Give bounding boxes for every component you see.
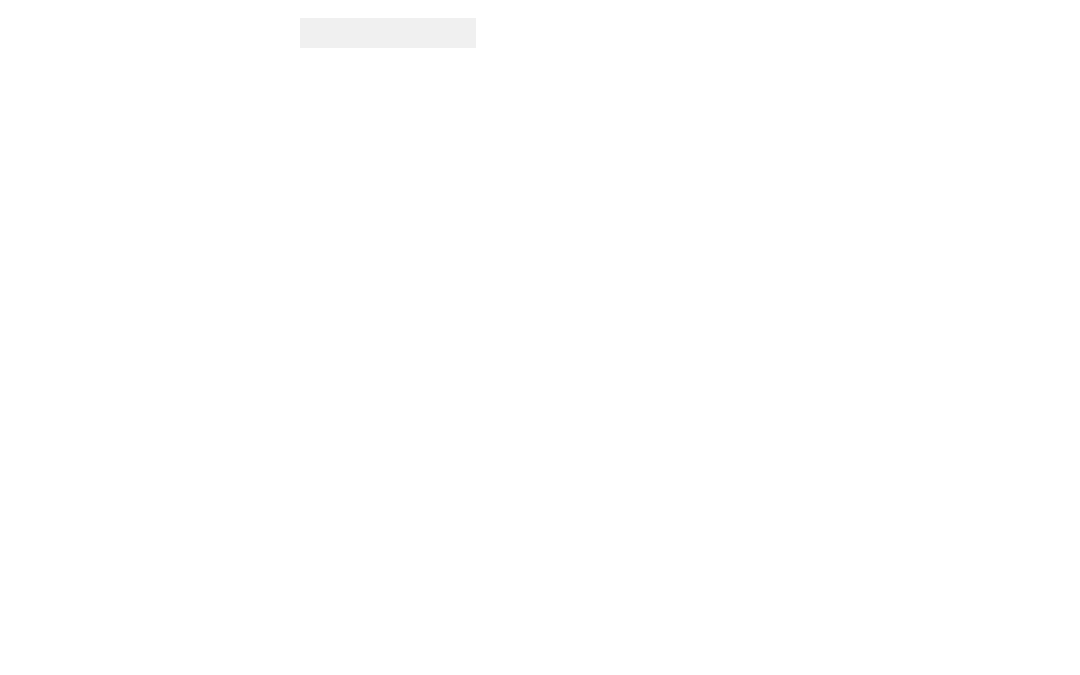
legend-item-without xyxy=(318,24,376,42)
legend-item-with xyxy=(400,24,458,42)
legend xyxy=(300,18,476,48)
legend-swatch-without xyxy=(318,24,366,42)
legend-swatch-with xyxy=(400,24,448,42)
figure-canvas xyxy=(0,0,1080,675)
